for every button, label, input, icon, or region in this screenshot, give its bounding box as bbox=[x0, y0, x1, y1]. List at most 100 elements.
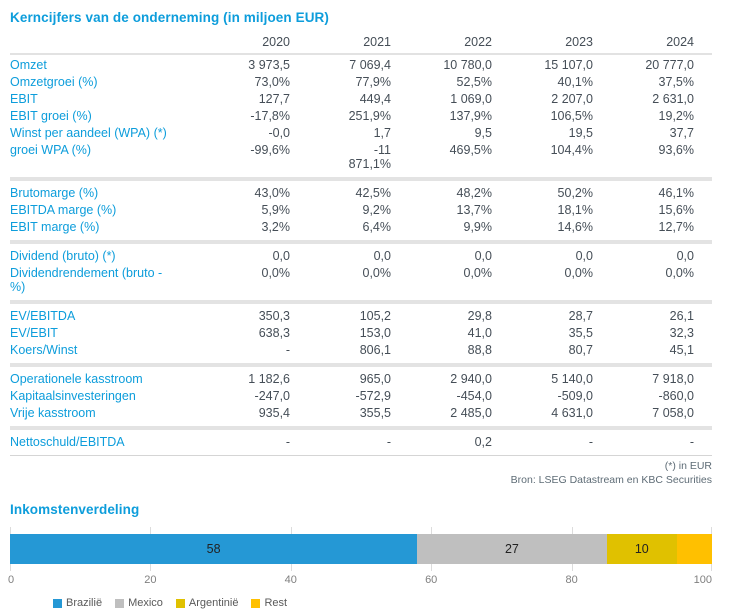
cell-value: 469,5% bbox=[449, 143, 492, 157]
section-divider bbox=[10, 177, 712, 181]
section-divider bbox=[10, 300, 712, 304]
cell-value: 0,2 bbox=[474, 435, 492, 449]
cell-value: 5 140,0 bbox=[551, 372, 593, 386]
cell-value: 12,7% bbox=[658, 220, 694, 234]
cell-value: -247,0 bbox=[254, 389, 290, 403]
table-row: Nettoschuld/EBITDA - - 0,2 - - bbox=[10, 434, 712, 451]
table-row: EBITDA marge (%) 5,9% 9,2% 13,7% 18,1% 15,6% bbox=[10, 202, 712, 219]
legend-label: Mexico bbox=[128, 597, 163, 609]
cell-value: 0,0 bbox=[373, 249, 391, 263]
legend-swatch bbox=[175, 598, 185, 608]
cell-value: 4 631,0 bbox=[551, 406, 593, 420]
cell-value: 251,9% bbox=[348, 109, 391, 123]
table-row: Kapitaalsinvesteringen -247,0 -572,9 -454,0… bbox=[10, 388, 712, 405]
cell-value: 50,2% bbox=[557, 186, 593, 200]
section-divider bbox=[10, 363, 712, 367]
cell-value: 43,0% bbox=[254, 186, 290, 200]
cell-value: -572,9 bbox=[355, 389, 391, 403]
cell-value: 1 069,0 bbox=[450, 92, 492, 106]
table-row: groei WPA (%) -99,6% -11 871,1% 469,5% 104,4… bbox=[10, 142, 712, 173]
cell-value: 32,3 bbox=[669, 326, 694, 340]
cell-value: -454,0 bbox=[456, 389, 492, 403]
cell-value: 37,5% bbox=[658, 75, 694, 89]
cell-value: 28,7 bbox=[568, 309, 593, 323]
cell-value: 73,0% bbox=[254, 75, 290, 89]
cell-value: 20 777,0 bbox=[645, 58, 694, 72]
cell-value: 6,4% bbox=[362, 220, 392, 234]
cell-value: -0,0 bbox=[268, 126, 290, 140]
year-header: 2021 bbox=[363, 35, 391, 49]
row-label: Koers/Winst bbox=[10, 343, 78, 357]
row-label: EBIT groei (%) bbox=[10, 109, 92, 123]
section-divider bbox=[10, 426, 712, 430]
x-tick-label: 60 bbox=[425, 574, 438, 586]
cell-value: 0,0% bbox=[362, 266, 392, 280]
cell-value: 19,2% bbox=[658, 109, 694, 123]
cell-value: 106,5% bbox=[550, 109, 593, 123]
key-figures-table: 2020 2021 2022 2023 2024 Omzet 3 973,5 7 069,4 1… bbox=[10, 34, 712, 456]
table-row: EV/EBITDA 350,3 105,2 29,8 28,7 26,1 bbox=[10, 308, 712, 325]
legend-label: Argentinië bbox=[188, 597, 239, 609]
bar-segment-mexico: 27 bbox=[417, 534, 607, 564]
cell-value: 105,2 bbox=[359, 309, 391, 323]
cell-value: 26,1 bbox=[669, 309, 694, 323]
legend-label: Rest bbox=[264, 597, 288, 609]
cell-value: -860,0 bbox=[658, 389, 694, 403]
x-tick-label: 100 bbox=[693, 574, 712, 586]
cell-value: 9,9% bbox=[463, 220, 493, 234]
table-footnotes: (*) in EUR Bron: LSEG Datastream en KBC … bbox=[10, 459, 712, 487]
cell-value: 19,5 bbox=[568, 126, 593, 140]
cell-value: 127,7 bbox=[258, 92, 290, 106]
table-row: EBIT marge (%) 3,2% 6,4% 9,9% 14,6% 12,7% bbox=[10, 219, 712, 236]
cell-value: 35,5 bbox=[568, 326, 593, 340]
cell-value: 15,6% bbox=[658, 203, 694, 217]
row-label: EBIT marge (%) bbox=[10, 220, 100, 234]
table-row: Omzetgroei (%) 73,0% 77,9% 52,5% 40,1% 37,5% bbox=[10, 74, 712, 91]
cell-value: 10 780,0 bbox=[443, 58, 492, 72]
cell-value: 3 973,5 bbox=[248, 58, 290, 72]
cell-value: 0,0% bbox=[261, 266, 291, 280]
table-row: EV/EBIT 638,3 153,0 41,0 35,5 32,3 bbox=[10, 325, 712, 342]
row-label: Vrije kasstroom bbox=[10, 406, 96, 420]
table-row: Operationele kasstroom 1 182,6 965,0 2 940,… bbox=[10, 371, 712, 388]
table-row: Dividendrendement (bruto - %) 0,0% 0,0% 0,0… bbox=[10, 265, 712, 296]
year-header: 2024 bbox=[666, 35, 694, 49]
cell-value: 806,1 bbox=[359, 343, 391, 357]
x-tick-label: 0 bbox=[8, 574, 15, 586]
cell-value: 104,4% bbox=[550, 143, 593, 157]
cell-value: 9,2% bbox=[362, 203, 392, 217]
cell-value: 45,1 bbox=[669, 343, 694, 357]
row-label: EV/EBITDA bbox=[10, 309, 76, 323]
row-label: Kapitaalsinvesteringen bbox=[10, 389, 136, 403]
cell-value: 0,0% bbox=[665, 266, 695, 280]
cell-value: -509,0 bbox=[557, 389, 593, 403]
table-row: EBIT groei (%) -17,8% 251,9% 137,9% 106,5% 19… bbox=[10, 108, 712, 125]
cell-value: 93,6% bbox=[658, 143, 694, 157]
x-tick-label: 40 bbox=[284, 574, 297, 586]
cell-value: 42,5% bbox=[355, 186, 391, 200]
cell-value: 7 058,0 bbox=[652, 406, 694, 420]
cell-value: 1 182,6 bbox=[248, 372, 290, 386]
legend-swatch bbox=[251, 598, 261, 608]
row-label: Winst per aandeel (WPA) (*) bbox=[10, 126, 167, 140]
segment-value-label: 58 bbox=[206, 541, 221, 556]
row-label: Omzetgroei (%) bbox=[10, 75, 98, 89]
cell-value: 18,1% bbox=[557, 203, 593, 217]
cell-value: 46,1% bbox=[658, 186, 694, 200]
footnote-unit: (*) in EUR bbox=[664, 460, 712, 472]
cell-value: 14,6% bbox=[557, 220, 593, 234]
cell-value: -11 871,1% bbox=[348, 143, 391, 171]
cell-value: 137,9% bbox=[449, 109, 492, 123]
cell-value: 3,2% bbox=[261, 220, 291, 234]
cell-value: 7 918,0 bbox=[652, 372, 694, 386]
income-distribution-chart: Inkomstenverdeling 58 27 10 0 20 40 60 80 100 B… bbox=[8, 502, 712, 609]
table-row: Vrije kasstroom 935,4 355,5 2 485,0 4 631,0 7… bbox=[10, 405, 712, 422]
cell-value: 2 207,0 bbox=[551, 92, 593, 106]
legend-item-rest: Rest bbox=[251, 597, 287, 609]
x-tick-label: 80 bbox=[565, 574, 578, 586]
cell-value: 638,3 bbox=[258, 326, 290, 340]
cell-value: 2 940,0 bbox=[450, 372, 492, 386]
cell-value: 2 631,0 bbox=[652, 92, 694, 106]
table-row: EBIT 127,7 449,4 1 069,0 2 207,0 2 631,0 bbox=[10, 91, 712, 108]
